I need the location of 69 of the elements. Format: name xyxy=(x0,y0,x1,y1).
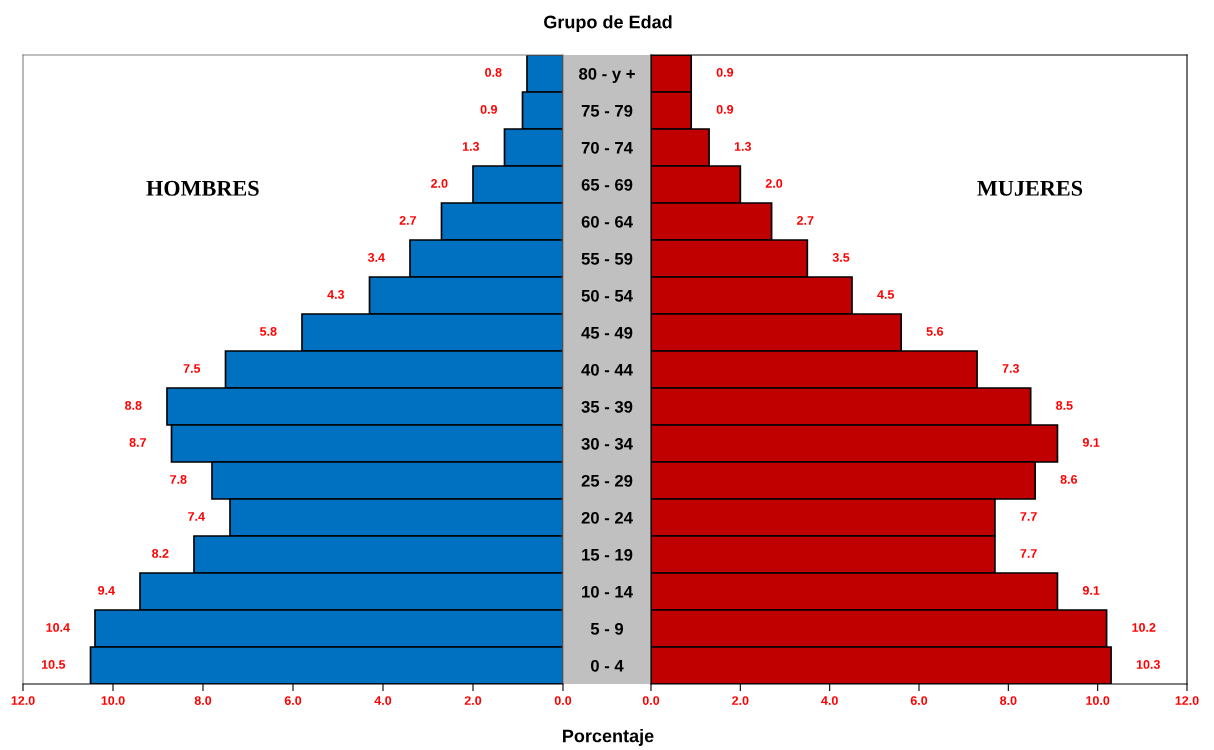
x-tick-label: 10.0 xyxy=(1086,696,1110,705)
text: HOMBRES xyxy=(146,180,259,196)
data-label: 4.5 xyxy=(877,290,895,299)
y-tick-label: 45 - 49 xyxy=(581,326,633,339)
y-tick-label: 30 - 34 xyxy=(581,437,633,450)
y-tick-label: 70 - 74 xyxy=(581,141,633,154)
x-tick-label: 8.0 xyxy=(1000,696,1017,705)
x-tick-label: 12.0 xyxy=(11,696,35,705)
x-tick-label: 0.0 xyxy=(642,696,660,705)
y-tick-label: 75 - 79 xyxy=(581,104,633,117)
data-label: 8.8 xyxy=(125,401,142,410)
x-axis-title: Porcentaje xyxy=(563,729,654,746)
x-tick-label: 8.0 xyxy=(194,696,212,705)
x-tick-label: 4.0 xyxy=(374,696,392,705)
data-label: 0.8 xyxy=(485,68,502,77)
data-label: 2.7 xyxy=(797,216,814,225)
y-tick-label: 15 - 19 xyxy=(582,548,633,561)
data-label: 5.8 xyxy=(260,327,277,336)
y-tick-label: 40 - 44 xyxy=(581,363,633,376)
data-label: 10.2 xyxy=(1132,623,1156,632)
x-tick-label: 6.0 xyxy=(284,696,302,705)
y-tick-label: 25 - 29 xyxy=(581,474,633,487)
y-tick-label: 5 - 9 xyxy=(590,622,624,635)
data-label: 7.5 xyxy=(183,364,201,373)
data-label: 0.9 xyxy=(716,68,734,77)
data-label: 3.5 xyxy=(832,253,850,262)
x-tick-label: 2.0 xyxy=(464,696,482,705)
x-tick-label: 12.0 xyxy=(1175,696,1199,705)
text: Grupo de Edad xyxy=(544,15,672,32)
data-label: 0.9 xyxy=(716,105,734,114)
data-label: 4.3 xyxy=(327,290,345,299)
y-tick-label: 65 - 69 xyxy=(581,178,633,191)
y-tick-label: 80 - y + xyxy=(579,67,635,83)
data-label: 7.4 xyxy=(188,512,205,521)
data-label: 2.0 xyxy=(765,179,783,188)
x-tick-label: 2.0 xyxy=(732,696,749,705)
data-label: 8.7 xyxy=(129,438,146,447)
x-tick-label: 6.0 xyxy=(910,696,928,705)
text: MUJERES xyxy=(977,180,1083,196)
y-tick-label: 55 - 59 xyxy=(581,252,633,265)
x-tick-label: 10.0 xyxy=(101,696,125,705)
x-tick-label: 0.0 xyxy=(554,696,572,705)
data-label: 8.2 xyxy=(152,549,169,558)
data-label: 9.4 xyxy=(98,586,115,595)
data-label: 5.6 xyxy=(926,327,944,336)
y-tick-label: 35 - 39 xyxy=(581,400,633,413)
y-tick-label: 20 - 24 xyxy=(581,511,633,524)
data-label: 9.1 xyxy=(1082,586,1100,595)
data-label: 10.5 xyxy=(41,660,66,669)
data-label: 8.6 xyxy=(1060,475,1078,484)
data-label: 1.3 xyxy=(734,142,751,151)
y-tick-label: 0 - 4 xyxy=(590,659,624,672)
data-label: 3.4 xyxy=(367,253,385,262)
y-tick-label: 60 - 64 xyxy=(581,215,633,228)
data-label: 2.0 xyxy=(431,179,448,188)
data-label: 7.7 xyxy=(1020,512,1037,521)
y-tick-label: 50 - 54 xyxy=(581,289,633,302)
data-label: 10.4 xyxy=(46,623,70,632)
y-tick-label: 10 - 14 xyxy=(582,585,633,598)
data-label: 7.7 xyxy=(1020,549,1037,558)
data-label: 0.9 xyxy=(480,105,498,114)
data-label: 9.1 xyxy=(1082,438,1100,447)
data-label: 8.5 xyxy=(1056,401,1073,410)
data-label: 1.3 xyxy=(462,142,480,151)
x-tick-label: 4.0 xyxy=(821,696,838,705)
data-label: 2.7 xyxy=(399,216,416,225)
data-label: 7.3 xyxy=(1002,364,1019,373)
data-label: 7.8 xyxy=(170,475,187,484)
data-label: 10.3 xyxy=(1136,660,1160,669)
